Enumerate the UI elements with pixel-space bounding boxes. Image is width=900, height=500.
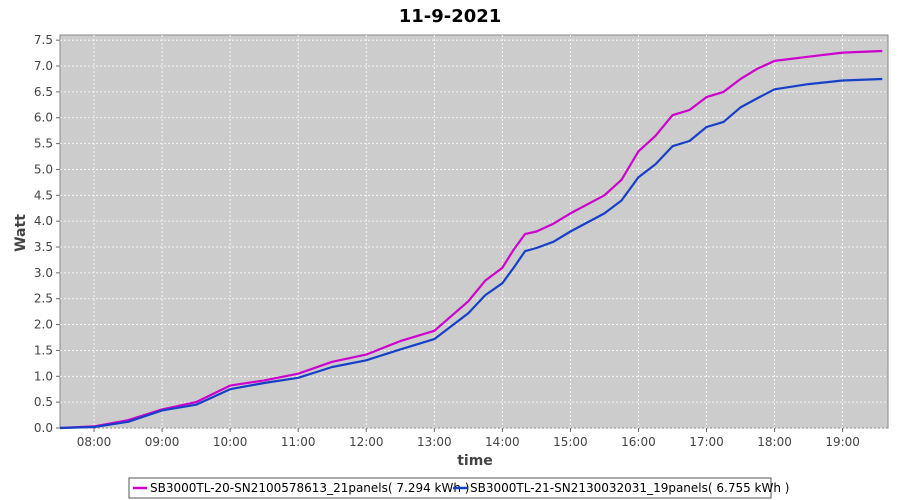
x-tick-label: 14:00 [485, 435, 520, 449]
y-tick-label: 3.0 [34, 266, 53, 280]
x-tick-label: 10:00 [213, 435, 248, 449]
x-tick-label: 19:00 [825, 435, 860, 449]
y-tick-label: 4.5 [34, 188, 53, 202]
x-tick-label: 16:00 [621, 435, 656, 449]
x-tick-label: 12:00 [349, 435, 384, 449]
x-axis-label: time [457, 453, 493, 469]
y-tick-label: 7.5 [34, 33, 53, 47]
y-tick-label: 1.5 [34, 343, 53, 357]
grid-lines [60, 35, 888, 429]
x-tick-label: 13:00 [417, 435, 452, 449]
x-tick-label: 11:00 [281, 435, 316, 449]
x-tick-label: 15:00 [553, 435, 588, 449]
x-tick-label: 08:00 [77, 435, 112, 449]
legend: SB3000TL-20-SN2100578613_21panels( 7.294… [128, 477, 789, 499]
chart-title: 11-9-2021 [399, 6, 502, 27]
legend-box [128, 477, 772, 499]
series-line-2 [59, 77, 883, 430]
axes: 0.0 0.5 1.0 1.5 2.0 2.5 3.0 3.5 4.0 4.5 5.0 5.5 6.0 6… [34, 33, 860, 449]
y-tick-label: 6.0 [34, 111, 53, 125]
y-tick-label: 3.5 [34, 240, 53, 254]
y-tick-label: 1.0 [34, 369, 53, 383]
y-tick-label: 7.0 [34, 59, 53, 73]
y-tick-label: 0.5 [34, 395, 53, 409]
series-lines [59, 49, 883, 430]
series-line-1 [59, 49, 883, 430]
y-tick-label: 5.5 [34, 137, 53, 151]
y-tick-label: 6.5 [34, 85, 53, 99]
x-tick-label: 18:00 [757, 435, 792, 449]
y-tick-label: 5.0 [34, 162, 53, 176]
y-tick-label: 0.0 [34, 421, 53, 435]
legend-label-1: SB3000TL-20-SN2100578613_21panels( 7.294… [150, 481, 469, 495]
x-tick-label: 17:00 [689, 435, 724, 449]
plot-area [59, 34, 889, 429]
y-tick-label: 2.0 [34, 318, 53, 332]
x-tick-label: 09:00 [145, 435, 180, 449]
y-axis-label: Watt [13, 214, 29, 252]
y-tick-label: 4.0 [34, 214, 53, 228]
y-tick-label: 2.5 [34, 292, 53, 306]
legend-label-2: SB3000TL-21-SN2130032031_19panels( 6.755… [470, 481, 789, 495]
